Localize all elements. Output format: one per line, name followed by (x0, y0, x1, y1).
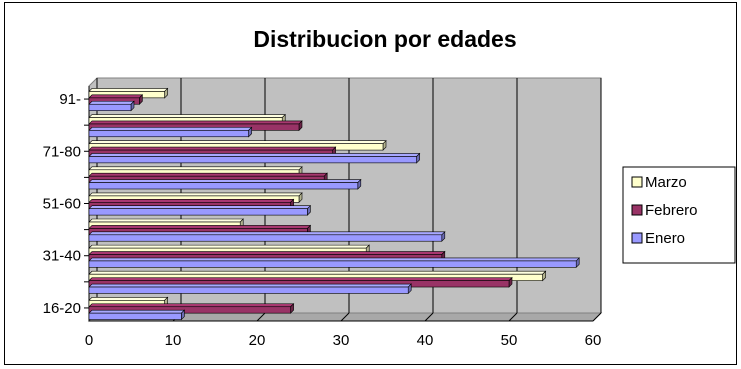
bar (88, 156, 417, 164)
plot-area: 0 10 20 30 40 50 60 16-20 31-40 51-60 71-80 91- (43, 77, 603, 349)
bar-top (88, 114, 286, 118)
bar (88, 182, 359, 190)
bar (88, 260, 577, 268)
bar (88, 306, 291, 314)
y-tick-label: 31-40 (43, 248, 81, 265)
bar-top (88, 205, 312, 209)
bar-top (88, 153, 421, 157)
gridline-floor (592, 312, 602, 322)
legend-label: Enero (645, 230, 685, 247)
legend-label: Febrero (645, 202, 698, 219)
bar-top (88, 179, 362, 183)
chart-title: Distribucion por edades (253, 26, 516, 52)
legend-swatch (631, 232, 643, 244)
y-tick-label: 71-80 (43, 143, 81, 160)
bar (88, 286, 409, 294)
bar-top (88, 94, 144, 99)
legend-swatch (631, 204, 643, 216)
bar-top (88, 244, 370, 249)
x-tick-label: 40 (417, 332, 434, 349)
gridline-floor (508, 312, 518, 322)
x-tick-label: 0 (85, 332, 93, 349)
legend-label: Marzo (645, 174, 687, 191)
bar (88, 103, 132, 111)
x-tick-label: 60 (585, 332, 602, 349)
bar-top (88, 303, 295, 308)
x-tick-label: 10 (165, 332, 182, 349)
bar-top (88, 172, 328, 177)
chart-frame: Distribucion por edades 0 10 20 30 40 50 60 16-… (4, 2, 737, 365)
bar-top (88, 309, 186, 314)
bar (88, 130, 249, 138)
bar (88, 208, 308, 216)
gridline-floor (424, 312, 434, 322)
bar (88, 234, 443, 242)
bar-top (88, 257, 580, 262)
bar-top (88, 140, 387, 144)
bar-top (88, 127, 253, 131)
legend: Marzo Febrero Enero (622, 166, 736, 264)
bar-top (88, 283, 412, 288)
y-tick-label: 51-60 (43, 196, 81, 213)
bar-top (88, 231, 446, 236)
x-tick-label: 50 (501, 332, 518, 349)
bar-top (88, 120, 303, 125)
bar (88, 312, 182, 320)
y-tick-label: 91- (59, 91, 81, 108)
gridline-floor (256, 312, 266, 322)
bar-top (88, 146, 337, 151)
bar-top (88, 199, 295, 203)
bar-top (88, 88, 169, 92)
bar-top (88, 192, 303, 197)
bar-top (88, 297, 169, 301)
x-tick-label: 30 (333, 332, 350, 349)
bar-top (88, 251, 446, 255)
x-tick-label: 20 (249, 332, 266, 349)
bar-top (88, 100, 135, 105)
legend-swatch (631, 176, 643, 188)
bar-chart: Distribucion por edades 0 10 20 30 40 50 60 16-… (43, 26, 736, 349)
bar-top (88, 270, 547, 275)
bar-top (88, 218, 244, 223)
y-tick-label: 16-20 (43, 300, 81, 317)
bar-top (88, 166, 303, 171)
gridline-floor (340, 312, 350, 322)
bar-top (88, 277, 513, 281)
bar-top (88, 225, 312, 229)
